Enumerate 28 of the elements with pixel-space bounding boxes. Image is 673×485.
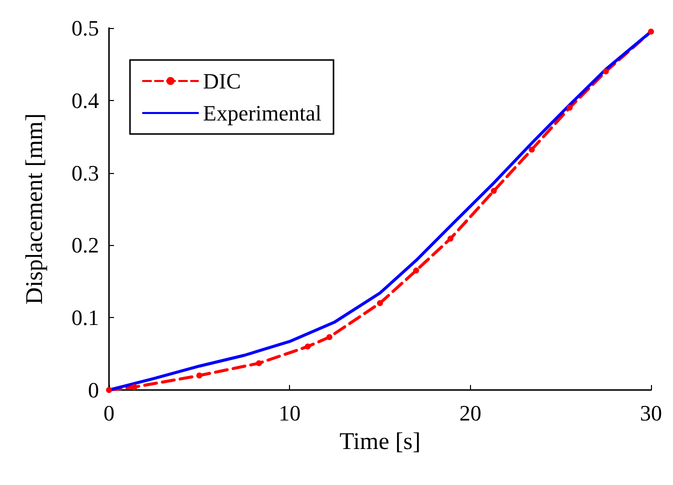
point — [447, 236, 454, 242]
y-tick-label: 0.4 — [72, 88, 99, 113]
point — [490, 188, 497, 194]
y-tick-label: 0.5 — [72, 16, 99, 40]
y-tick-label: 0.2 — [72, 232, 99, 258]
point — [528, 146, 535, 153]
point — [413, 268, 420, 274]
point — [131, 384, 138, 390]
x-tick-label: 20 — [459, 400, 482, 426]
point — [304, 344, 311, 350]
point — [106, 387, 112, 393]
x-tick-label: 10 — [278, 400, 301, 426]
y-tick-label: 0.3 — [72, 160, 99, 186]
x-tick-label: 0 — [104, 400, 114, 426]
x-tick-label: 30 — [640, 400, 662, 426]
point — [377, 300, 383, 306]
point — [648, 28, 654, 35]
point — [326, 334, 332, 340]
point — [256, 360, 262, 366]
point — [566, 104, 573, 111]
x-axis-title: Time [s] — [339, 429, 421, 455]
y-tick-label: 0 — [88, 378, 99, 402]
legend-label: DIC — [203, 68, 241, 94]
y-axis-title: Displacement [mm] — [22, 113, 48, 305]
point — [196, 372, 202, 379]
point — [602, 68, 609, 74]
y-tick-label: 0.1 — [72, 305, 99, 330]
legend-label: Experimental — [203, 100, 322, 126]
